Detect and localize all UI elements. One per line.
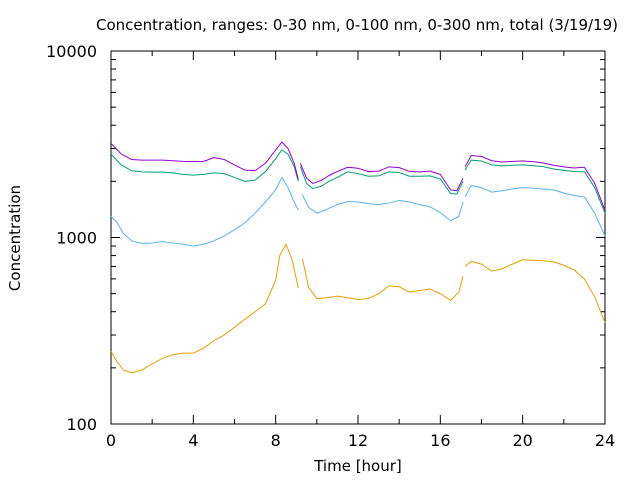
x-tick-label: 4 [188, 431, 198, 450]
x-tick-label: 12 [348, 431, 368, 450]
series-line-segment [299, 166, 464, 195]
x-tick-label: 16 [430, 431, 450, 450]
x-axis: 0 4 8 12 16 20 24 [106, 51, 615, 450]
plot-frame [110, 50, 606, 425]
y-tick-label: 1000 [56, 229, 97, 248]
series-3 [110, 149, 606, 214]
series-line-segment [110, 149, 299, 182]
x-tick-label: 24 [595, 431, 615, 450]
plot-area: 0 4 8 12 16 20 24 100 1000 10000 [46, 42, 615, 450]
y-axis-title: Concentration [6, 185, 24, 291]
series-line-segment [110, 176, 299, 247]
x-tick-label: 8 [271, 431, 281, 450]
series-4 [110, 141, 606, 211]
series-line-segment [301, 258, 464, 301]
series-2 [110, 176, 606, 247]
series-line-segment [299, 163, 464, 192]
y-tick-label: 10000 [46, 42, 97, 61]
series-line-segment [464, 259, 606, 323]
x-axis-title: Time [hour] [313, 457, 402, 475]
series-1 [110, 243, 606, 374]
series-layer [110, 141, 606, 374]
chart-title: Concentration, ranges: 0-30 nm, 0-100 nm… [96, 16, 618, 34]
series-line-segment [464, 159, 606, 214]
series-line-segment [464, 155, 606, 211]
y-tick-label: 100 [66, 415, 97, 434]
series-line-segment [301, 194, 464, 222]
x-tick-label: 20 [512, 431, 532, 450]
y-axis: 100 1000 10000 [46, 42, 605, 434]
x-tick-label: 0 [106, 431, 116, 450]
series-line-segment [110, 243, 299, 374]
series-line-segment [110, 141, 299, 180]
series-line-segment [464, 185, 606, 237]
